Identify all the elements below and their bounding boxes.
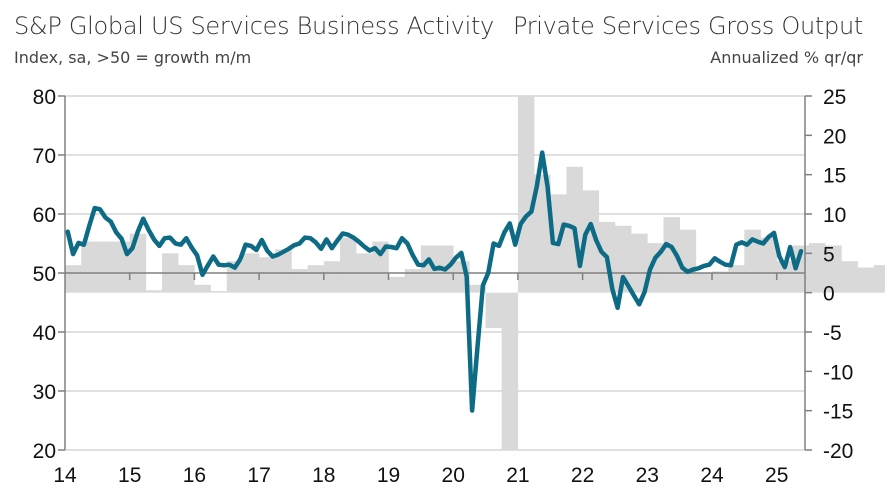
bar [841,261,858,293]
bar [339,237,357,293]
bar [178,265,195,293]
bar [501,292,519,450]
x-tick-label: 24 [700,464,724,487]
x-tick-label: 18 [312,464,335,487]
bar [728,265,745,293]
bar [97,241,114,293]
x-tick-label: 23 [636,464,659,487]
right-axis-subtitle: Annualized % qr/qr [710,48,863,67]
x-tick-label: 16 [183,464,206,487]
bar [857,267,875,293]
left-tick-label: 40 [33,322,56,345]
bar [663,217,680,293]
bar [307,265,325,293]
right-tick-label: 20 [823,125,846,148]
x-tick-label: 20 [442,464,465,487]
right-tick-label: 15 [823,165,846,188]
right-tick-label: -15 [823,401,853,424]
bar [81,241,98,293]
axes [58,95,812,451]
x-tick-label: 19 [377,464,400,487]
right-tick-label: 5 [823,243,835,266]
bar [679,229,697,293]
gridlines [65,95,805,451]
right-chart-title: Private Services Gross Output [512,12,863,40]
x-tick-label: 15 [118,464,141,487]
bar [809,243,826,293]
bar [404,269,422,293]
bar [388,276,405,293]
bar [485,292,503,329]
bar [275,249,292,293]
bar [372,241,389,293]
bar [291,269,308,293]
right-tick-label: -20 [823,440,853,463]
x-tick-label: 22 [571,464,594,487]
right-tick-label: 25 [823,86,846,109]
right-tick-label: 10 [823,204,846,227]
bar [259,257,276,293]
bar [323,261,341,293]
right-tick-label: -5 [823,322,842,345]
bar [760,237,777,293]
bar [873,265,885,293]
bar [517,96,535,293]
bar [226,261,244,293]
bar [776,261,794,293]
left-tick-label: 30 [33,381,56,404]
left-tick-label: 80 [33,86,56,109]
bar [825,245,842,293]
bar [65,265,82,293]
line-series [65,150,804,413]
left-tick-label: 60 [33,204,56,227]
bar [145,290,163,293]
bar [631,233,648,293]
x-tick-label: 25 [765,464,788,487]
bar [210,291,228,293]
bar [712,271,729,293]
x-tick-label: 14 [53,464,77,487]
left-tick-label: 50 [33,263,56,286]
left-tick-label: 20 [33,440,56,463]
bar [194,284,211,293]
x-tick-label: 21 [506,464,529,487]
bar [469,284,486,293]
right-tick-label: -10 [823,361,853,384]
left-chart-title: S&P Global US Services Business Activity [14,12,494,40]
left-axis-subtitle: Index, sa, >50 = growth m/m [14,48,252,67]
bar [534,174,551,293]
bar [582,190,600,293]
bar [614,225,632,293]
x-tick-label: 17 [247,464,270,487]
right-tick-label: 0 [823,283,835,306]
bar [420,245,438,293]
bar [695,273,713,293]
left-tick-label: 70 [33,145,56,168]
